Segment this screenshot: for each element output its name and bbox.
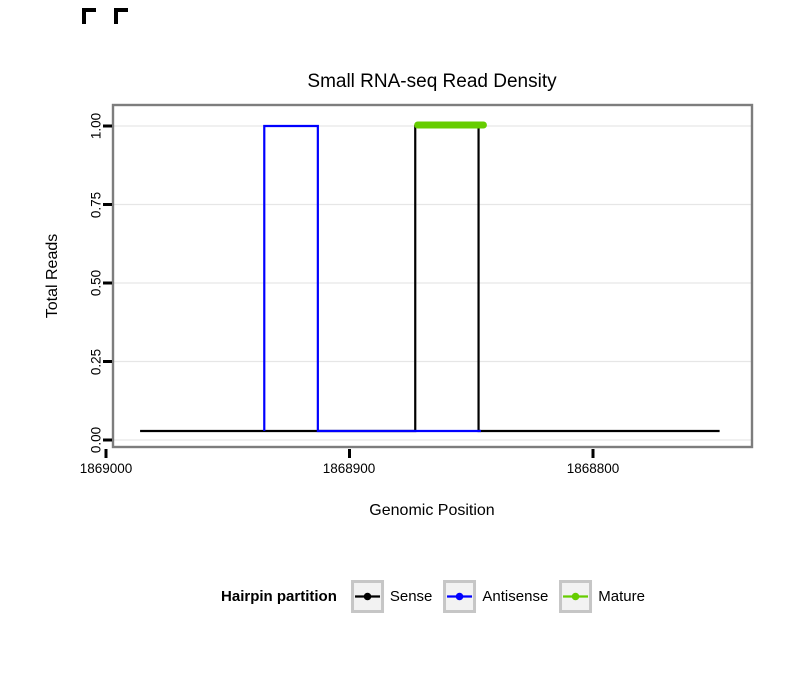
crop-artifact-mark	[114, 8, 128, 12]
antisense-series-line	[263, 124, 481, 433]
y-tick-label: 0.50	[88, 269, 104, 297]
legend-key-sense	[350, 580, 384, 613]
x-tick-label: 1868800	[566, 461, 620, 476]
x-tick-label: 1869000	[79, 461, 133, 476]
legend-key-mature	[559, 580, 593, 613]
y-axis-title: Total Reads	[44, 233, 61, 319]
legend-entry-mature: Mature	[559, 580, 645, 613]
x-axis-title: Genomic Position	[369, 502, 495, 519]
crop-artifact-mark	[82, 8, 86, 24]
legend: Hairpin partition Sense Antisense	[221, 580, 645, 613]
y-tick-label: 0.00	[88, 426, 104, 454]
panel-border	[111, 103, 754, 449]
chart-title: Small RNA-seq Read Density	[307, 71, 557, 92]
legend-entry-antisense: Antisense	[443, 580, 548, 613]
legend-key-antisense	[443, 580, 477, 613]
legend-entry-sense: Sense	[350, 580, 433, 613]
legend-label-mature: Mature	[598, 588, 645, 605]
sense-series-line	[140, 124, 720, 433]
crop-artifact-mark	[114, 8, 118, 24]
legend-title: Hairpin partition	[221, 588, 337, 605]
line-and-point-icon	[447, 592, 473, 601]
y-tick-label: 1.00	[88, 112, 104, 140]
legend-label-sense: Sense	[389, 588, 433, 605]
legend-label-antisense: Antisense	[482, 588, 549, 605]
y-tick-label: 0.25	[88, 348, 104, 376]
line-and-point-icon	[563, 592, 589, 601]
y-tick-label: 0.75	[88, 191, 104, 219]
line-and-point-icon	[354, 592, 380, 601]
x-tick-label: 1868900	[322, 461, 376, 476]
crop-artifact-mark	[82, 8, 96, 12]
